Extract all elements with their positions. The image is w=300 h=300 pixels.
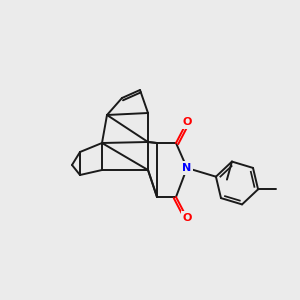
Text: O: O (182, 117, 192, 127)
Text: N: N (182, 163, 192, 173)
Text: O: O (182, 213, 192, 223)
